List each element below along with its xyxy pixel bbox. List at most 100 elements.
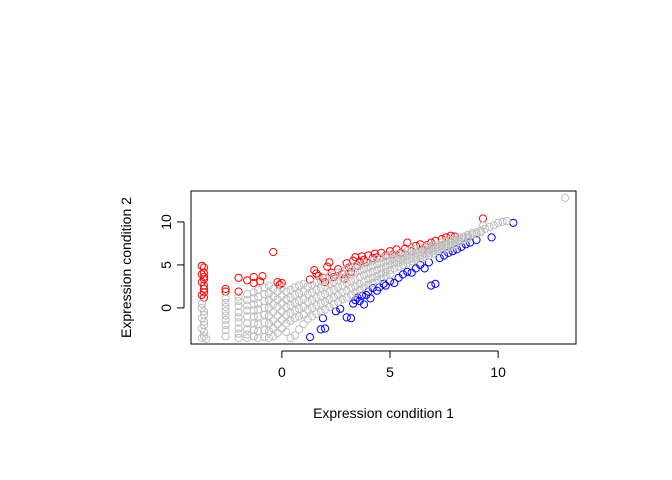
data-point xyxy=(199,288,209,297)
data-point xyxy=(316,291,325,300)
data-point xyxy=(416,254,425,263)
data-point xyxy=(489,221,498,230)
data-point xyxy=(260,310,269,319)
data-point xyxy=(249,294,258,303)
data-point xyxy=(282,302,291,312)
data-point xyxy=(338,273,347,282)
data-point xyxy=(411,255,420,264)
data-point xyxy=(295,325,304,334)
data-point xyxy=(312,309,321,318)
data-point xyxy=(398,260,408,269)
data-point xyxy=(359,283,369,292)
data-point xyxy=(359,265,369,274)
data-point xyxy=(318,314,327,323)
data-point xyxy=(249,332,258,341)
data-point xyxy=(221,315,230,324)
data-point xyxy=(502,217,511,226)
data-point xyxy=(221,302,230,312)
data-point xyxy=(411,253,420,262)
data-point xyxy=(303,282,312,291)
data-point xyxy=(273,320,282,329)
data-point xyxy=(416,243,425,252)
data-point xyxy=(243,306,252,315)
data-point xyxy=(286,301,295,310)
data-point xyxy=(342,278,351,288)
data-point xyxy=(424,245,433,254)
data-point xyxy=(347,290,356,300)
data-point xyxy=(295,304,304,313)
data-point xyxy=(407,246,416,255)
data-point xyxy=(381,267,390,276)
data-point xyxy=(342,293,351,302)
data-point xyxy=(260,333,269,342)
data-point xyxy=(377,269,386,278)
data-point xyxy=(321,278,330,287)
data-point xyxy=(221,326,230,335)
data-point xyxy=(364,263,373,272)
points-layer xyxy=(197,193,570,343)
data-point xyxy=(325,279,334,288)
data-point xyxy=(290,314,299,323)
y-tick-label: 5 xyxy=(158,261,174,269)
data-point xyxy=(325,258,334,267)
data-point xyxy=(290,283,299,292)
data-point xyxy=(329,285,338,294)
data-point xyxy=(433,247,442,257)
data-point xyxy=(234,292,243,301)
data-point xyxy=(249,326,258,335)
x-axis-label: Expression condition 1 xyxy=(313,405,454,421)
data-point xyxy=(334,283,343,292)
data-point xyxy=(199,293,209,302)
data-point xyxy=(407,268,416,277)
data-point xyxy=(316,299,325,308)
data-point xyxy=(355,260,364,269)
data-point xyxy=(394,249,403,258)
data-point xyxy=(338,270,347,279)
data-point xyxy=(385,270,395,279)
y-axis: 0 5 10 xyxy=(158,214,185,312)
data-point xyxy=(290,290,299,300)
data-point xyxy=(368,278,377,288)
data-point xyxy=(429,247,438,256)
data-point xyxy=(347,314,356,323)
data-point xyxy=(299,320,308,329)
data-point xyxy=(329,300,338,309)
data-point xyxy=(308,288,317,297)
data-point xyxy=(355,285,364,294)
data-point xyxy=(303,315,312,324)
data-point xyxy=(338,295,347,304)
data-point xyxy=(199,275,209,284)
data-point xyxy=(234,333,243,343)
data-point xyxy=(234,324,243,333)
data-point xyxy=(316,325,325,334)
data-point xyxy=(561,193,570,202)
data-point xyxy=(372,272,382,281)
data-point xyxy=(494,218,503,227)
data-point xyxy=(321,282,330,291)
data-point xyxy=(282,327,291,337)
data-point xyxy=(269,300,278,309)
data-point xyxy=(424,251,433,260)
data-point xyxy=(299,279,308,288)
data-point xyxy=(321,297,330,306)
data-point xyxy=(325,295,334,304)
data-point xyxy=(303,297,312,306)
data-point xyxy=(234,287,243,296)
data-point xyxy=(249,306,258,315)
data-point xyxy=(381,252,390,261)
data-point xyxy=(403,251,412,260)
data-point xyxy=(199,284,209,294)
data-point xyxy=(316,284,325,293)
data-point xyxy=(303,290,312,299)
data-point xyxy=(269,324,278,333)
data-point xyxy=(282,295,291,304)
data-point xyxy=(398,248,408,257)
data-point xyxy=(312,285,321,294)
data-point xyxy=(364,269,373,278)
data-point xyxy=(368,261,377,270)
data-point xyxy=(323,262,332,271)
data-point xyxy=(269,247,278,257)
data-point xyxy=(234,308,243,317)
